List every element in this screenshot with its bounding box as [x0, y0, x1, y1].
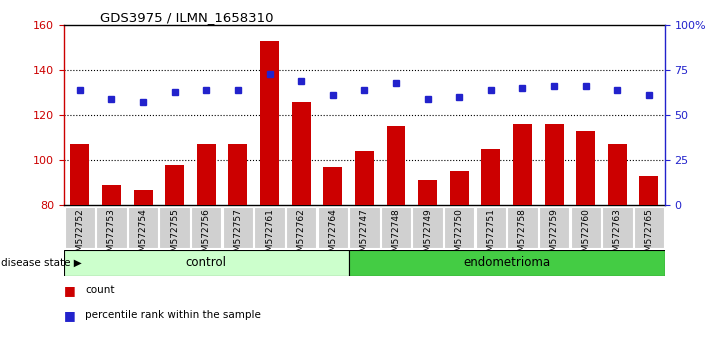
Text: GSM572761: GSM572761	[265, 208, 274, 263]
Bar	[508, 207, 538, 248]
Bar	[545, 124, 564, 205]
Text: GDS3975 / ILMN_1658310: GDS3975 / ILMN_1658310	[100, 11, 273, 24]
Bar	[348, 250, 665, 276]
Text: GSM572765: GSM572765	[644, 208, 653, 263]
Bar	[639, 176, 658, 205]
Text: count: count	[85, 285, 114, 295]
Bar	[412, 207, 443, 248]
Bar	[96, 207, 127, 248]
Bar	[450, 171, 469, 205]
Text: percentile rank within the sample: percentile rank within the sample	[85, 310, 261, 320]
Bar	[318, 207, 348, 248]
Text: GSM572748: GSM572748	[392, 208, 400, 263]
Bar	[481, 149, 501, 205]
Bar	[165, 165, 184, 205]
Bar	[381, 207, 411, 248]
Text: GSM572750: GSM572750	[455, 208, 464, 263]
Text: ■: ■	[64, 284, 76, 297]
Text: GSM572762: GSM572762	[296, 208, 306, 263]
Text: GSM572759: GSM572759	[550, 208, 559, 263]
Text: GSM572753: GSM572753	[107, 208, 116, 263]
Bar	[65, 207, 95, 248]
Text: GSM572751: GSM572751	[486, 208, 496, 263]
Bar	[324, 167, 342, 205]
Bar	[128, 207, 159, 248]
Bar	[260, 41, 279, 205]
Bar	[608, 144, 627, 205]
Bar	[355, 151, 374, 205]
Text: disease state ▶: disease state ▶	[1, 258, 82, 268]
Bar	[602, 207, 633, 248]
Bar	[387, 126, 405, 205]
Bar	[634, 207, 664, 248]
Bar	[476, 207, 506, 248]
Text: GSM572747: GSM572747	[360, 208, 369, 263]
Bar	[197, 144, 215, 205]
Text: endometrioma: endometrioma	[463, 256, 550, 269]
Text: GSM572749: GSM572749	[423, 208, 432, 263]
Bar	[223, 207, 253, 248]
Bar	[513, 124, 532, 205]
Text: GSM572756: GSM572756	[202, 208, 210, 263]
Bar	[228, 144, 247, 205]
Bar	[292, 102, 311, 205]
Bar	[349, 207, 380, 248]
Bar	[159, 207, 190, 248]
Bar	[64, 250, 348, 276]
Text: GSM572764: GSM572764	[328, 208, 337, 263]
Text: GSM572763: GSM572763	[613, 208, 622, 263]
Bar	[134, 189, 153, 205]
Bar	[444, 207, 474, 248]
Bar	[418, 181, 437, 205]
Bar	[191, 207, 221, 248]
Text: GSM572754: GSM572754	[139, 208, 148, 263]
Bar	[286, 207, 316, 248]
Text: GSM572758: GSM572758	[518, 208, 527, 263]
Text: GSM572757: GSM572757	[233, 208, 242, 263]
Bar	[539, 207, 570, 248]
Bar	[570, 207, 601, 248]
Text: control: control	[186, 256, 227, 269]
Bar	[576, 131, 595, 205]
Text: GSM572752: GSM572752	[75, 208, 85, 263]
Text: GSM572755: GSM572755	[170, 208, 179, 263]
Text: GSM572760: GSM572760	[581, 208, 590, 263]
Text: ■: ■	[64, 309, 76, 321]
Bar	[70, 144, 90, 205]
Bar	[102, 185, 121, 205]
Bar	[255, 207, 284, 248]
